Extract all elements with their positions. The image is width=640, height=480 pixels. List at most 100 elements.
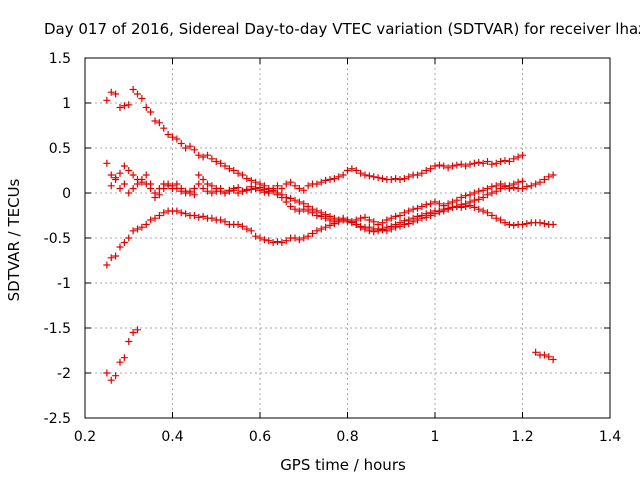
data-point [291, 196, 299, 204]
x-tick-label: 0.2 [74, 429, 96, 445]
data-point [484, 185, 491, 192]
data-point [400, 217, 408, 225]
data-point [418, 203, 426, 210]
data-point [475, 205, 483, 213]
data-point [422, 201, 430, 209]
data-point [204, 151, 211, 159]
data-point [217, 159, 225, 167]
data-point [129, 86, 137, 93]
data-point [234, 221, 242, 228]
data-point [466, 191, 474, 199]
data-point [120, 102, 128, 110]
data-point [484, 191, 491, 199]
data-point [501, 157, 509, 165]
data-point [252, 232, 260, 240]
data-point [501, 182, 509, 190]
data-point [195, 180, 203, 188]
data-point [116, 185, 124, 192]
data-point [217, 185, 225, 192]
grid [85, 58, 610, 418]
data-point [134, 90, 141, 98]
data-point [501, 219, 509, 227]
x-tick-label: 1 [431, 429, 440, 445]
data-point [295, 207, 303, 215]
data-point [269, 239, 277, 246]
data-point [510, 184, 518, 192]
data-point [357, 214, 365, 222]
data-point [470, 203, 478, 211]
data-point [112, 372, 120, 380]
data-point [479, 194, 487, 201]
data-point [252, 178, 260, 186]
data-point [339, 214, 347, 222]
data-point [313, 227, 321, 235]
data-point [374, 174, 382, 182]
data-point [269, 187, 277, 195]
data-point [234, 189, 242, 197]
data-point [160, 124, 168, 132]
data-point [488, 212, 496, 219]
data-point [435, 207, 443, 215]
data-point [120, 162, 128, 170]
data-point [134, 180, 141, 188]
data-point [414, 171, 421, 179]
data-point [392, 221, 400, 228]
data-point [422, 167, 430, 174]
data-point [212, 187, 220, 195]
data-point [549, 221, 557, 228]
data-point [519, 177, 526, 185]
data-point [357, 223, 365, 231]
data-point [470, 189, 478, 197]
data-point [488, 183, 496, 191]
data-point [313, 180, 321, 188]
data-point [387, 176, 395, 183]
chart-title: Day 017 of 2016, Sidereal Day-to-day VTE… [44, 20, 640, 38]
data-point [120, 354, 128, 362]
data-point [344, 167, 351, 174]
data-point [274, 238, 281, 246]
data-point [225, 187, 233, 195]
data-point [387, 214, 395, 222]
data-point [532, 180, 540, 188]
data-point [125, 167, 133, 174]
data-point [519, 185, 526, 192]
data-point [505, 185, 513, 192]
data-point [492, 159, 500, 167]
data-point [256, 186, 264, 194]
data-point [379, 225, 386, 233]
data-point [532, 348, 540, 356]
data-point [129, 227, 137, 235]
data-point [247, 185, 255, 193]
data-point [129, 329, 137, 336]
data-point [484, 158, 491, 165]
data-point [103, 261, 111, 269]
data-point [147, 108, 155, 116]
data-point [344, 216, 351, 224]
data-point [195, 151, 203, 159]
data-point [129, 171, 137, 179]
data-point [440, 162, 448, 170]
data-point [142, 171, 150, 179]
data-point [510, 221, 518, 229]
data-point [322, 214, 330, 222]
data-point [116, 104, 124, 111]
data-point [230, 167, 238, 174]
data-point [282, 237, 290, 245]
data-point [247, 227, 255, 235]
data-point [414, 204, 421, 212]
data-point [199, 153, 207, 161]
data-point [527, 182, 535, 190]
x-tick-label: 0.4 [161, 429, 183, 445]
data-point [497, 158, 505, 165]
data-point [444, 200, 452, 208]
data-point [282, 180, 290, 188]
data-point [396, 176, 404, 183]
data-point [505, 221, 513, 228]
data-point [295, 236, 303, 244]
data-point [352, 167, 360, 174]
data-point [514, 178, 522, 186]
data-point [116, 243, 124, 251]
data-point [519, 151, 526, 159]
data-point [335, 216, 343, 224]
